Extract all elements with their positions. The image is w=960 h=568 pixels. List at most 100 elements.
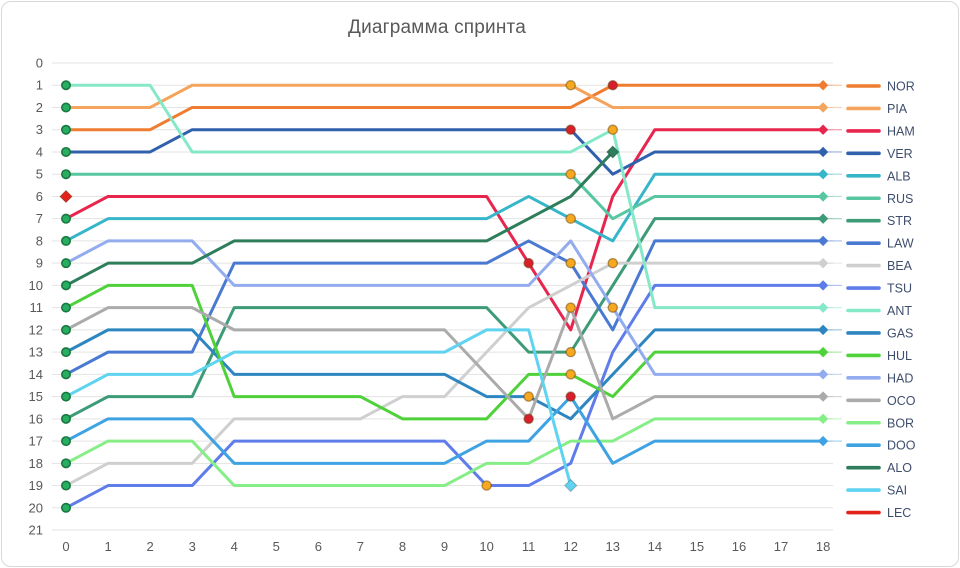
legend-label-RUS: RUS xyxy=(887,192,913,206)
pit-dot-NOR-lap13 xyxy=(607,79,619,91)
pit-dot-DOO-lap12 xyxy=(565,391,577,402)
legend-item-LAW[interactable]: LAW xyxy=(846,237,914,251)
legend-item-ALO[interactable]: ALO xyxy=(846,461,912,475)
y-axis-label-14: 14 xyxy=(29,367,43,382)
legend-item-OCO[interactable]: OCO xyxy=(846,394,916,408)
line-VER xyxy=(64,128,825,176)
legend-label-STR: STR xyxy=(887,214,912,228)
x-axis-label-16: 16 xyxy=(732,539,746,554)
legend-item-GAS[interactable]: GAS xyxy=(846,326,913,340)
retirement-diamond-SAI xyxy=(564,478,578,493)
line-HUL xyxy=(64,283,825,421)
legend-item-VER[interactable]: VER xyxy=(846,147,913,161)
legend-item-HAD[interactable]: HAD xyxy=(846,371,913,385)
y-axis-label-9: 9 xyxy=(36,256,43,271)
legend-item-DOO[interactable]: DOO xyxy=(846,439,916,453)
start-marker-LAW xyxy=(60,369,71,380)
finish-diamond-LAW xyxy=(817,235,829,247)
legend: NOR PIA HAM VER ALB RUS STR LAW BEA TSU ANT GAS HUL H… xyxy=(846,80,916,520)
finish-diamond-RUS xyxy=(817,191,829,202)
pit-dot-HAD-lap13 xyxy=(607,302,619,313)
line-BOR xyxy=(64,417,825,488)
finish-diamond-TSU xyxy=(817,280,829,291)
legend-label-LAW: LAW xyxy=(887,237,914,251)
finish-diamond-HAD xyxy=(817,369,829,380)
y-axis-label-12: 12 xyxy=(29,322,43,337)
line-PIA xyxy=(64,83,825,109)
line-DOO xyxy=(64,395,825,465)
legend-item-ALB[interactable]: ALB xyxy=(846,169,911,183)
y-axis-label-19: 19 xyxy=(29,478,43,493)
legend-label-NOR: NOR xyxy=(887,80,915,94)
legend-item-NOR[interactable]: NOR xyxy=(846,80,915,94)
x-axis-label-15: 15 xyxy=(690,539,704,554)
y-axis-label-5: 5 xyxy=(36,167,43,182)
legend-item-HUL[interactable]: HUL xyxy=(846,349,912,363)
y-axis-label-6: 6 xyxy=(36,189,43,204)
start-marker-ALO xyxy=(60,280,71,291)
start-marker-ALB xyxy=(60,235,71,246)
line-NOR xyxy=(64,83,825,132)
pit-dot-LAW-lap12 xyxy=(565,257,577,269)
finish-diamond-DOO xyxy=(817,435,829,447)
start-marker-SAI xyxy=(60,391,71,402)
x-axis-label-12: 12 xyxy=(563,539,577,554)
line-OCO xyxy=(64,306,825,421)
x-axis-label-10: 10 xyxy=(479,539,493,554)
legend-item-STR[interactable]: STR xyxy=(846,214,912,228)
line-RUS xyxy=(64,172,825,221)
start-marker-ANT xyxy=(60,80,71,91)
legend-label-TSU: TSU xyxy=(887,282,912,296)
y-axis-label-3: 3 xyxy=(36,122,43,137)
start-marker-VER xyxy=(60,146,71,157)
legend-label-VER: VER xyxy=(887,147,913,161)
start-marker-HAM xyxy=(60,213,71,224)
pit-dot-BEA-lap13 xyxy=(607,257,619,269)
x-axis-label-14: 14 xyxy=(648,539,662,554)
legend-item-ANT[interactable]: ANT xyxy=(846,304,912,318)
legend-label-HUL: HUL xyxy=(887,349,912,363)
pit-dot-HAM-lap11 xyxy=(523,257,534,269)
legend-item-PIA[interactable]: PIA xyxy=(846,102,908,116)
line-SAI xyxy=(64,328,573,488)
legend-label-DOO: DOO xyxy=(887,439,916,453)
x-axis-label-18: 18 xyxy=(816,539,830,554)
y-axis-label-15: 15 xyxy=(29,389,43,404)
legend-label-SAI: SAI xyxy=(887,484,907,498)
finish-diamond-OCO xyxy=(817,391,829,402)
legend-item-RUS[interactable]: RUS xyxy=(846,192,913,206)
finish-diamond-HUL xyxy=(817,346,829,358)
finish-diamond-HAM xyxy=(817,124,829,135)
x-axis-label-6: 6 xyxy=(315,539,322,554)
x-axis-label-7: 7 xyxy=(357,539,364,554)
y-axis-label-16: 16 xyxy=(29,411,43,426)
x-axis-labels: 0 1 2 3 4 5 6 7 8 9 10 11 12 13 14 15 16 17 18 xyxy=(62,539,830,554)
legend-item-BEA[interactable]: BEA xyxy=(846,259,913,273)
finish-diamond-ANT xyxy=(817,302,829,313)
pit-dot-RUS-lap12 xyxy=(565,168,577,180)
x-axis-label-4: 4 xyxy=(231,539,238,554)
pit-dot-OCO-lap12 xyxy=(565,302,577,313)
start-marker-GAS xyxy=(60,347,71,358)
finish-markers xyxy=(817,80,829,447)
legend-item-HAM[interactable]: HAM xyxy=(846,124,915,138)
line-ANT xyxy=(64,83,825,310)
y-axis-label-13: 13 xyxy=(29,345,43,360)
legend-item-TSU[interactable]: TSU xyxy=(846,282,912,296)
legend-item-LEC[interactable]: LEC xyxy=(846,506,911,520)
y-axis-label-18: 18 xyxy=(29,456,43,471)
finish-diamond-VER xyxy=(817,146,829,158)
retirement-markers xyxy=(59,145,620,493)
start-marker-RUS xyxy=(60,169,71,180)
y-axis-label-1: 1 xyxy=(36,78,43,93)
legend-item-SAI[interactable]: SAI xyxy=(846,484,907,498)
legend-label-BEA: BEA xyxy=(887,259,913,273)
legend-item-BOR[interactable]: BOR xyxy=(846,416,914,430)
pit-stop-markers xyxy=(481,79,619,491)
line-GAS xyxy=(64,328,825,421)
x-axis-label-5: 5 xyxy=(273,539,280,554)
y-axis-label-20: 20 xyxy=(29,500,43,515)
finish-diamond-STR xyxy=(817,213,829,224)
